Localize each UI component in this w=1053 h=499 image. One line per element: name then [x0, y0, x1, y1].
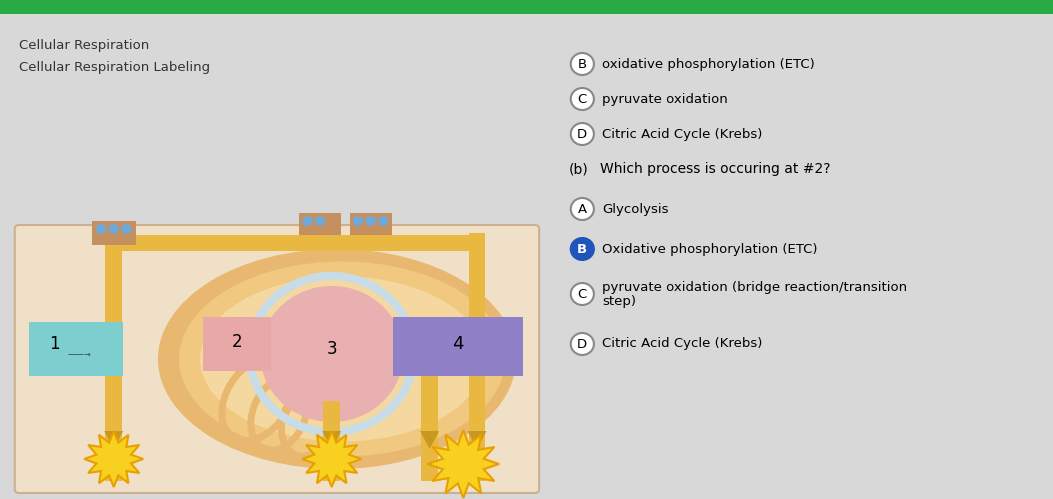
FancyBboxPatch shape — [299, 213, 341, 235]
Text: C: C — [578, 287, 587, 300]
Circle shape — [378, 216, 389, 226]
Circle shape — [353, 216, 363, 226]
Ellipse shape — [158, 249, 516, 469]
Text: 4: 4 — [453, 335, 463, 353]
Polygon shape — [104, 431, 123, 449]
Text: 1: 1 — [49, 335, 60, 353]
Bar — [323, 401, 340, 481]
Bar — [105, 241, 122, 481]
Ellipse shape — [179, 261, 505, 457]
FancyBboxPatch shape — [92, 221, 136, 245]
Circle shape — [315, 216, 325, 226]
Text: A: A — [578, 203, 587, 216]
Circle shape — [302, 216, 313, 226]
Polygon shape — [302, 431, 361, 487]
Ellipse shape — [200, 276, 484, 442]
Text: Glycolysis: Glycolysis — [602, 203, 669, 216]
Text: D: D — [577, 128, 588, 141]
Text: Citric Acid Cycle (Krebs): Citric Acid Cycle (Krebs) — [602, 337, 762, 350]
Circle shape — [571, 88, 594, 110]
Polygon shape — [322, 431, 341, 449]
Text: B: B — [577, 243, 588, 255]
Bar — [105, 235, 258, 251]
Bar — [553, 0, 1053, 14]
Circle shape — [571, 198, 594, 220]
FancyBboxPatch shape — [15, 225, 539, 493]
Polygon shape — [84, 431, 143, 487]
FancyBboxPatch shape — [350, 213, 392, 235]
Circle shape — [571, 283, 594, 305]
Circle shape — [571, 238, 594, 260]
Text: oxidative phosphorylation (ETC): oxidative phosphorylation (ETC) — [602, 57, 815, 70]
Text: 2: 2 — [232, 333, 242, 351]
Circle shape — [365, 216, 376, 226]
FancyBboxPatch shape — [203, 317, 271, 371]
Text: Oxidative phosphorylation (ETC): Oxidative phosphorylation (ETC) — [602, 243, 818, 255]
Text: 3: 3 — [326, 340, 337, 358]
Text: B: B — [578, 57, 587, 70]
Text: Which process is occuring at #2?: Which process is occuring at #2? — [600, 162, 831, 176]
Text: step): step) — [602, 294, 636, 307]
Polygon shape — [420, 431, 439, 449]
Text: pyruvate oxidation: pyruvate oxidation — [602, 92, 728, 105]
Text: D: D — [577, 337, 588, 350]
Circle shape — [571, 53, 594, 75]
Circle shape — [571, 123, 594, 145]
Text: (b): (b) — [569, 162, 589, 176]
Polygon shape — [468, 431, 486, 449]
Circle shape — [108, 224, 119, 234]
Text: pyruvate oxidation (bridge reaction/transition: pyruvate oxidation (bridge reaction/tran… — [602, 280, 908, 293]
Circle shape — [96, 224, 106, 234]
FancyBboxPatch shape — [29, 322, 123, 376]
Text: ——→: ——→ — [67, 349, 91, 358]
Text: C: C — [578, 92, 587, 105]
Bar — [0, 0, 553, 14]
Bar — [258, 235, 484, 251]
FancyBboxPatch shape — [393, 317, 523, 376]
Bar — [469, 233, 485, 481]
Text: Cellular Respiration: Cellular Respiration — [19, 39, 150, 52]
Text: Citric Acid Cycle (Krebs): Citric Acid Cycle (Krebs) — [602, 128, 762, 141]
Text: Cellular Respiration Labeling: Cellular Respiration Labeling — [19, 61, 211, 74]
Bar — [421, 371, 438, 481]
Circle shape — [260, 286, 403, 422]
Circle shape — [571, 333, 594, 355]
Circle shape — [121, 224, 132, 234]
Polygon shape — [428, 430, 499, 498]
